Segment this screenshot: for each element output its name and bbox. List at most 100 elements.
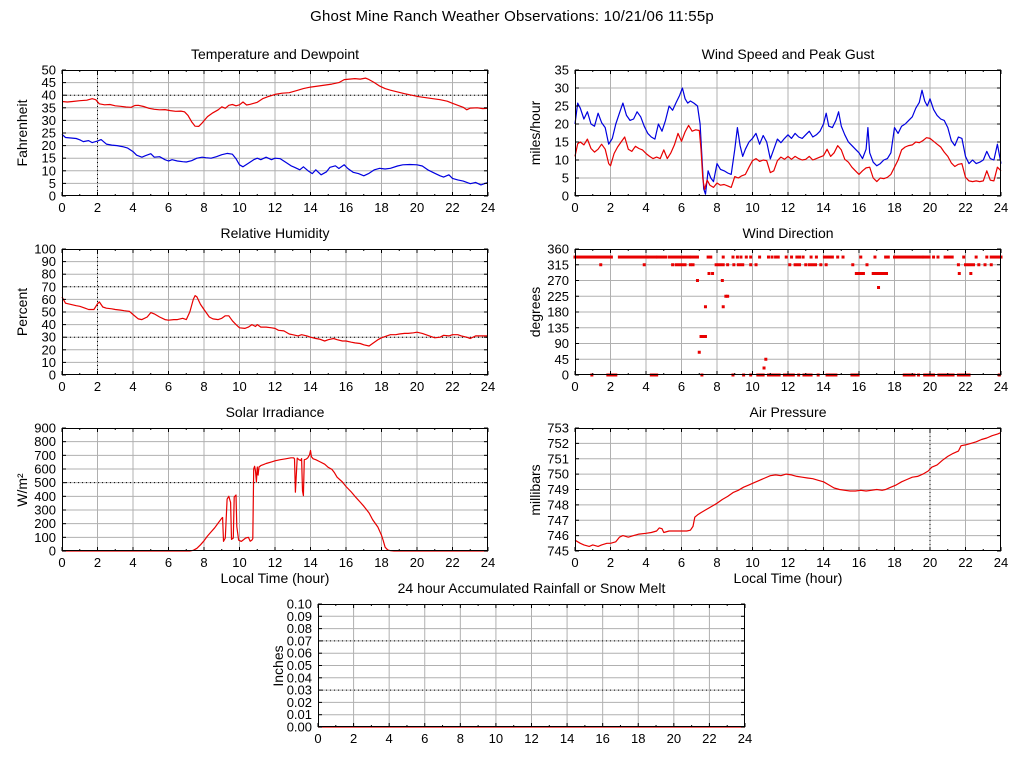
svg-text:900: 900 [34, 421, 56, 436]
svg-text:300: 300 [34, 503, 56, 518]
svg-text:360: 360 [547, 242, 569, 257]
svg-text:315: 315 [547, 257, 569, 272]
y-axis-label: degrees [527, 286, 543, 338]
svg-text:8: 8 [713, 555, 720, 570]
svg-text:0: 0 [562, 189, 569, 204]
svg-text:35: 35 [555, 63, 569, 78]
svg-text:750: 750 [547, 467, 569, 482]
svg-text:20: 20 [410, 555, 424, 570]
chart-wind-direction: Wind Direction degrees 0 2 4 6 8 10 12 14 16 18 20… [527, 225, 1008, 394]
svg-text:0: 0 [58, 379, 65, 394]
svg-text:748: 748 [547, 497, 569, 512]
svg-text:0: 0 [562, 368, 569, 383]
svg-text:0.00: 0.00 [287, 720, 312, 735]
svg-text:20: 20 [923, 200, 937, 215]
svg-text:12: 12 [268, 200, 282, 215]
svg-text:25: 25 [42, 126, 56, 141]
svg-text:10: 10 [232, 379, 246, 394]
svg-text:0.08: 0.08 [287, 621, 312, 636]
svg-text:8: 8 [457, 731, 464, 746]
svg-text:24: 24 [481, 555, 495, 570]
svg-text:4: 4 [129, 379, 136, 394]
plot-area: 0 2 4 6 8 10 12 14 16 18 20 22 240.000.010.020.030.0… [287, 597, 753, 747]
svg-text:18: 18 [887, 555, 901, 570]
svg-text:24: 24 [481, 379, 495, 394]
svg-text:24: 24 [994, 379, 1008, 394]
svg-text:8: 8 [200, 555, 207, 570]
svg-text:12: 12 [268, 379, 282, 394]
svg-text:12: 12 [781, 379, 795, 394]
svg-text:22: 22 [445, 379, 459, 394]
svg-text:0.04: 0.04 [287, 670, 312, 685]
svg-text:16: 16 [339, 379, 353, 394]
y-axis-label: Percent [14, 287, 30, 337]
svg-text:20: 20 [410, 379, 424, 394]
svg-text:20: 20 [42, 342, 56, 357]
svg-text:6: 6 [678, 379, 685, 394]
svg-text:5: 5 [562, 171, 569, 186]
svg-text:80: 80 [42, 267, 56, 282]
svg-text:16: 16 [852, 379, 866, 394]
svg-text:0: 0 [49, 544, 56, 559]
svg-text:6: 6 [678, 555, 685, 570]
svg-text:100: 100 [34, 242, 56, 257]
svg-text:400: 400 [34, 489, 56, 504]
svg-text:20: 20 [42, 138, 56, 153]
y-axis-label: Inches [270, 644, 286, 687]
svg-text:22: 22 [445, 555, 459, 570]
svg-text:2: 2 [350, 731, 357, 746]
svg-text:5: 5 [49, 176, 56, 191]
svg-text:753: 753 [547, 421, 569, 436]
svg-text:0: 0 [314, 731, 321, 746]
svg-text:0.03: 0.03 [287, 683, 312, 698]
chart-title: Wind Speed and Peak Gust [701, 46, 875, 62]
svg-text:14: 14 [303, 379, 317, 394]
svg-text:14: 14 [816, 200, 830, 215]
svg-text:0.02: 0.02 [287, 695, 312, 710]
svg-text:20: 20 [923, 555, 937, 570]
svg-text:0.06: 0.06 [287, 646, 312, 661]
svg-text:12: 12 [268, 555, 282, 570]
svg-text:16: 16 [852, 200, 866, 215]
svg-text:0: 0 [571, 379, 578, 394]
svg-text:18: 18 [374, 200, 388, 215]
chart-relative-humidity: Relative Humidity Percent 0 2 4 6 8 10 12 14 16 1… [14, 225, 495, 395]
svg-text:180: 180 [547, 305, 569, 320]
svg-text:749: 749 [547, 482, 569, 497]
plot-area: 0 2 4 6 8 10 12 14 16 18 20 22 247457467477487497507… [547, 421, 1008, 571]
svg-text:752: 752 [547, 436, 569, 451]
svg-text:30: 30 [42, 330, 56, 345]
svg-text:0: 0 [58, 555, 65, 570]
chart-title: Air Pressure [749, 404, 827, 420]
svg-text:22: 22 [445, 200, 459, 215]
svg-text:0.05: 0.05 [287, 658, 312, 673]
svg-text:0.07: 0.07 [287, 633, 312, 648]
svg-text:16: 16 [852, 555, 866, 570]
svg-text:45: 45 [555, 352, 569, 367]
y-axis-label: millibars [527, 463, 543, 516]
svg-text:4: 4 [129, 555, 136, 570]
svg-text:24: 24 [994, 555, 1008, 570]
svg-text:20: 20 [667, 731, 681, 746]
plot-area: 0 2 4 6 8 10 12 14 16 18 20 22 240102030405060708090… [34, 242, 495, 395]
svg-text:16: 16 [339, 555, 353, 570]
svg-text:100: 100 [34, 530, 56, 545]
svg-text:500: 500 [34, 475, 56, 490]
plot-area: 0 2 4 6 8 10 12 14 16 18 20 22 240100200300400500600… [34, 421, 495, 571]
y-axis-label: miles/hour [527, 100, 543, 166]
svg-text:600: 600 [34, 462, 56, 477]
svg-text:10: 10 [555, 153, 569, 168]
y-axis-label: Fahrenheit [14, 99, 30, 167]
svg-text:10: 10 [232, 555, 246, 570]
svg-text:18: 18 [887, 379, 901, 394]
svg-text:8: 8 [200, 200, 207, 215]
svg-text:270: 270 [547, 273, 569, 288]
svg-text:10: 10 [745, 200, 759, 215]
svg-text:15: 15 [42, 151, 56, 166]
svg-text:4: 4 [642, 379, 649, 394]
svg-text:40: 40 [42, 317, 56, 332]
svg-text:10: 10 [745, 555, 759, 570]
svg-text:15: 15 [555, 135, 569, 150]
svg-text:10: 10 [745, 379, 759, 394]
